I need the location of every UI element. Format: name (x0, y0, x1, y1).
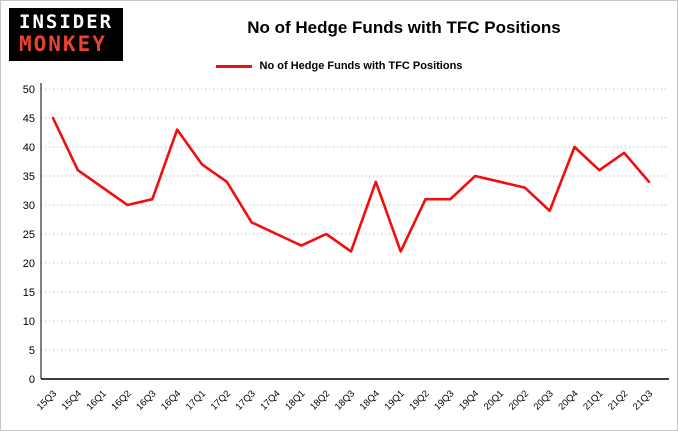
x-tick-label: 16Q3 (134, 388, 158, 412)
x-tick-label: 21Q1 (581, 388, 605, 412)
x-tick-label: 18Q1 (283, 388, 307, 412)
x-tick-label: 17Q2 (209, 388, 233, 412)
logo-line1: INSIDER (19, 11, 114, 33)
y-tick-label: 10 (23, 316, 35, 328)
logo-line2: MONKEY (19, 31, 107, 56)
x-tick-label: 19Q1 (383, 388, 407, 412)
x-tick-label: 20Q4 (556, 388, 580, 412)
y-tick-label: 45 (23, 113, 35, 125)
x-tick-label: 20Q3 (532, 388, 556, 412)
y-tick-label: 40 (23, 142, 35, 154)
x-tick-label: 17Q4 (258, 388, 282, 412)
legend: No of Hedge Funds with TFC Positions (1, 60, 677, 72)
y-tick-label: 5 (29, 345, 35, 357)
y-tick-label: 15 (23, 287, 35, 299)
x-tick-label: 21Q2 (606, 388, 630, 412)
x-tick-label: 15Q4 (60, 388, 84, 412)
x-tick-label: 16Q4 (159, 388, 183, 412)
y-tick-label: 25 (23, 229, 35, 241)
x-tick-label: 18Q2 (308, 388, 332, 412)
y-tick-label: 30 (23, 200, 35, 212)
x-tick-label: 19Q3 (432, 388, 456, 412)
insider-monkey-logo: INSIDER MONKEY (9, 8, 124, 61)
x-tick-label: 20Q1 (482, 388, 506, 412)
y-tick-label: 50 (23, 84, 35, 96)
x-tick-label: 16Q1 (85, 388, 109, 412)
x-tick-label: 15Q3 (35, 388, 59, 412)
line-chart: 0 5 10 15 20 25 30 35 40 45 50 15Q3 15Q4 16Q1 16Q2 16Q3… (23, 83, 669, 413)
x-tick-label: 19Q4 (457, 388, 481, 412)
x-tick-label: 20Q2 (507, 388, 531, 412)
y-tick-label: 35 (23, 171, 35, 183)
legend-line-swatch (215, 64, 252, 68)
x-tick-label: 21Q3 (631, 388, 655, 412)
series-line (51, 116, 651, 253)
legend-label: No of Hedge Funds with TFC Positions (259, 60, 463, 72)
x-tick-label: 18Q3 (333, 388, 357, 412)
x-tick-label: 17Q3 (234, 388, 258, 412)
x-tick-label: 18Q4 (358, 388, 382, 412)
x-tick-label: 19Q2 (407, 388, 431, 412)
x-tick-label: 17Q1 (184, 388, 208, 412)
chart-title: No of Hedge Funds with TFC Positions (247, 18, 561, 37)
y-tick-label: 20 (23, 258, 35, 270)
y-tick-label: 0 (29, 374, 35, 386)
x-tick-label: 16Q2 (109, 388, 133, 412)
